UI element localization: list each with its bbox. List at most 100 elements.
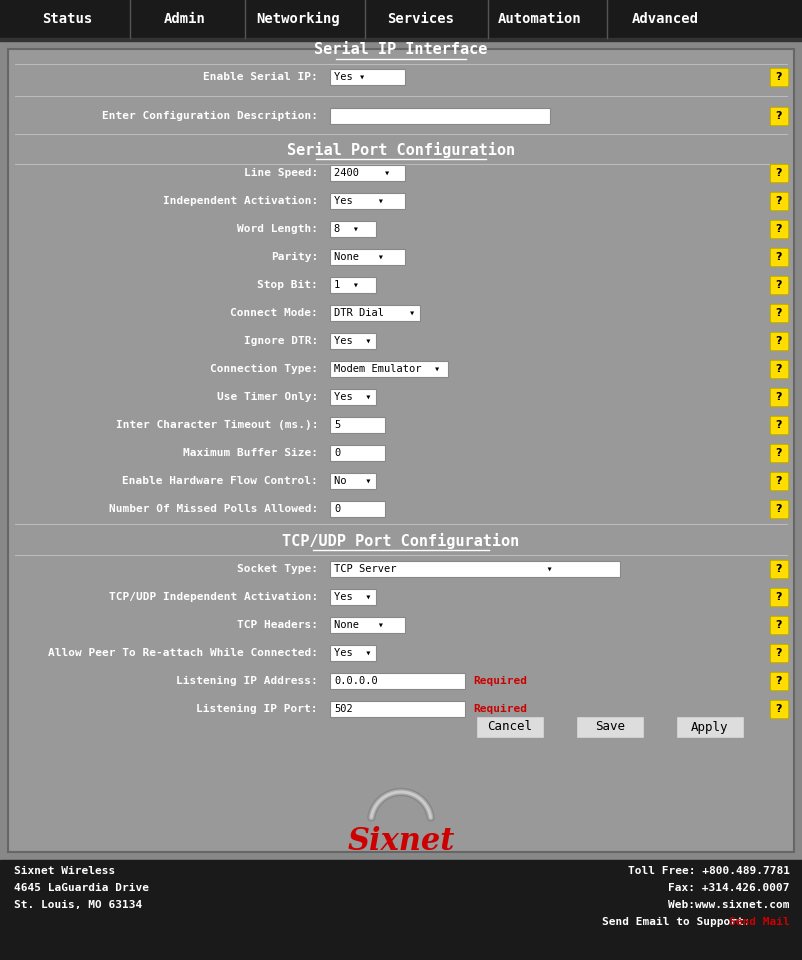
Text: Automation: Automation [498, 12, 582, 26]
Bar [330, 645, 376, 661]
Bar [330, 305, 420, 321]
Bar [330, 361, 448, 377]
Text: 0: 0 [334, 448, 340, 458]
Text: Enter Configuration Description:: Enter Configuration Description: [102, 111, 318, 121]
Bar [771, 389, 787, 405]
Bar [770, 616, 788, 634]
Text: Yes ▾: Yes ▾ [334, 72, 365, 82]
Bar [771, 108, 787, 124]
Text: Networking: Networking [256, 12, 340, 26]
Bar [770, 700, 788, 718]
Text: ?: ? [776, 364, 782, 374]
Text: ?: ? [776, 392, 782, 402]
Bar [771, 645, 787, 661]
Text: Status: Status [42, 12, 92, 26]
Bar [771, 221, 787, 237]
Text: Serial Port Configuration: Serial Port Configuration [287, 142, 515, 158]
Text: Admin: Admin [164, 12, 206, 26]
Bar [771, 69, 787, 85]
Bar [771, 701, 787, 717]
Bar [771, 673, 787, 689]
Text: Modem Emulator  ▾: Modem Emulator ▾ [334, 364, 440, 374]
Bar [330, 69, 405, 85]
Bar [770, 276, 788, 294]
Text: St. Louis, MO 63134: St. Louis, MO 63134 [14, 900, 142, 910]
Text: ?: ? [776, 564, 782, 574]
Text: Allow Peer To Re-attach While Connected:: Allow Peer To Re-attach While Connected: [48, 648, 318, 658]
Text: Sixnet Wireless: Sixnet Wireless [14, 866, 115, 876]
Bar [8, 49, 794, 852]
Text: ?: ? [776, 504, 782, 514]
Text: ?: ? [776, 336, 782, 346]
Text: Fax: +314.426.0007: Fax: +314.426.0007 [669, 883, 790, 893]
Text: ?: ? [776, 72, 782, 82]
Text: Save: Save [595, 721, 625, 733]
Bar [770, 192, 788, 210]
Text: ?: ? [776, 476, 782, 486]
Text: Yes  ▾: Yes ▾ [334, 648, 371, 658]
Bar [771, 417, 787, 433]
Text: Use Timer Only:: Use Timer Only: [217, 392, 318, 402]
Text: ?: ? [776, 196, 782, 206]
Text: 0.0.0.0: 0.0.0.0 [334, 676, 378, 686]
Bar [330, 108, 550, 124]
Bar [771, 305, 787, 321]
Bar [330, 501, 385, 517]
Bar [330, 673, 465, 689]
Text: 8  ▾: 8 ▾ [334, 224, 359, 234]
Text: Yes    ▾: Yes ▾ [334, 196, 384, 206]
Bar [330, 701, 465, 717]
Bar [770, 472, 788, 490]
Bar [330, 561, 620, 577]
Bar [771, 165, 787, 181]
Bar [330, 277, 376, 293]
Bar [770, 107, 788, 125]
Text: ?: ? [776, 648, 782, 658]
Text: Ignore DTR:: Ignore DTR: [244, 336, 318, 346]
Text: Maximum Buffer Size:: Maximum Buffer Size: [183, 448, 318, 458]
Bar [771, 589, 787, 605]
Bar [0, 860, 802, 960]
Text: Send Email to Support:: Send Email to Support: [602, 917, 751, 927]
Text: ?: ? [776, 252, 782, 262]
Bar [770, 444, 788, 462]
Text: Required: Required [473, 676, 527, 686]
Text: Socket Type:: Socket Type: [237, 564, 318, 574]
Bar [770, 360, 788, 378]
Text: No   ▾: No ▾ [334, 476, 371, 486]
Bar [0, 38, 802, 41]
Bar [770, 164, 788, 182]
Bar [330, 417, 385, 433]
Bar [0, 0, 802, 38]
Bar [771, 193, 787, 209]
Bar [770, 588, 788, 606]
Bar [770, 644, 788, 662]
Text: ?: ? [776, 448, 782, 458]
Text: ?: ? [776, 111, 782, 121]
Text: Independent Activation:: Independent Activation: [163, 196, 318, 206]
Text: Web:www.sixnet.com: Web:www.sixnet.com [669, 900, 790, 910]
Bar [330, 389, 376, 405]
Text: Apply: Apply [691, 721, 729, 733]
Bar [770, 68, 788, 86]
Text: ?: ? [776, 676, 782, 686]
Text: None   ▾: None ▾ [334, 252, 384, 262]
Text: Toll Free: +800.489.7781: Toll Free: +800.489.7781 [628, 866, 790, 876]
Text: ?: ? [776, 308, 782, 318]
Text: ?: ? [776, 420, 782, 430]
Bar [771, 561, 787, 577]
Text: Send Mail: Send Mail [729, 917, 790, 927]
Text: TCP/UDP Port Configuration: TCP/UDP Port Configuration [282, 533, 520, 549]
Text: 4645 LaGuardia Drive: 4645 LaGuardia Drive [14, 883, 149, 893]
Bar [330, 249, 405, 265]
Text: Connection Type:: Connection Type: [210, 364, 318, 374]
Bar [771, 249, 787, 265]
Text: Required: Required [473, 704, 527, 714]
Bar [770, 500, 788, 518]
Text: TCP/UDP Independent Activation:: TCP/UDP Independent Activation: [109, 592, 318, 602]
Text: Services: Services [387, 12, 455, 26]
Text: ?: ? [776, 620, 782, 630]
Bar [330, 193, 405, 209]
Bar [770, 332, 788, 350]
Bar [476, 716, 544, 738]
